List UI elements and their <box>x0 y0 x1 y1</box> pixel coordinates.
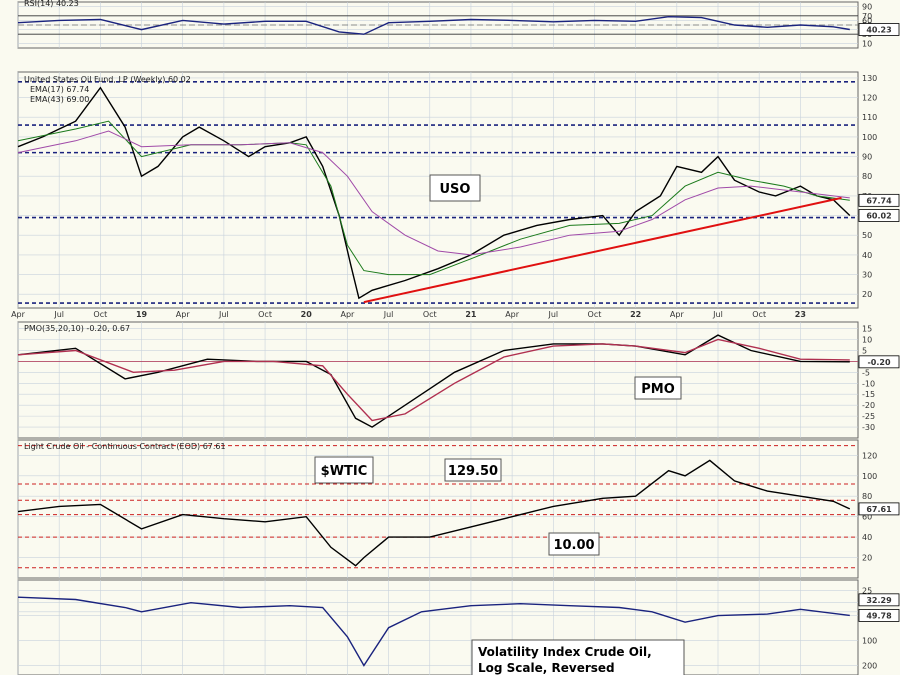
x-tick-label: Jul <box>383 310 394 319</box>
wtic-label: $WTIC <box>321 464 368 479</box>
y-tick-label: -25 <box>862 412 875 421</box>
ovx-label-line1: Volatility Index Crude Oil, <box>478 645 652 659</box>
y-tick-label: 80 <box>862 492 872 501</box>
ovx-label-box <box>471 639 685 675</box>
y-tick-label: 90 <box>862 153 872 162</box>
y-tick-label: 60 <box>862 513 872 522</box>
rsi-last-tag: 40.23 <box>866 25 891 34</box>
y-tick-label: -30 <box>862 423 875 432</box>
y-tick-label: 20 <box>862 554 872 563</box>
x-tick-label: Oct <box>752 310 766 319</box>
uso-label-box <box>429 174 481 202</box>
x-tick-label: Apr <box>176 310 191 319</box>
trendline <box>363 196 842 304</box>
y-tick-label: 40 <box>862 533 872 542</box>
uso-price-tag: 67.74 <box>866 196 892 205</box>
x-tick-label: Oct <box>258 310 272 319</box>
y-tick-label: 80 <box>862 172 872 181</box>
y-tick-label: 60 <box>862 16 872 25</box>
x-tick-label: Apr <box>505 310 520 319</box>
y-tick-label: 70 <box>862 12 872 21</box>
x-tick-label: 19 <box>136 310 148 319</box>
low-callout-box <box>548 532 600 556</box>
x-tick-label: Jul <box>712 310 723 319</box>
y-tick-label: 50 <box>862 231 872 240</box>
rsi-last-tag-box <box>858 23 900 36</box>
series-line--wtic <box>17 459 851 567</box>
wtic-last-tag: 67.61 <box>866 505 892 514</box>
y-tick-label: 30 <box>862 271 872 280</box>
pmo-label-box <box>634 376 682 400</box>
y-tick-label: 110 <box>862 113 877 122</box>
y-tick-label: 130 <box>862 74 877 83</box>
y-tick-label: -20 <box>862 401 875 410</box>
uso-price-tag-box <box>858 209 900 222</box>
y-tick-label: 40 <box>862 251 872 260</box>
panel-title: RSI(14) 40.23 <box>24 0 79 8</box>
y-tick-label: 25 <box>862 587 872 596</box>
low-callout: 10.00 <box>553 538 594 553</box>
y-tick-label: -5 <box>862 368 870 377</box>
panel-4-frame <box>17 579 859 675</box>
x-tick-label: 23 <box>795 310 806 319</box>
x-tick-label: Jul <box>53 310 64 319</box>
legend-entry: EMA(17) 67.74 <box>30 85 89 94</box>
y-tick-label: -10 <box>862 379 875 388</box>
ovx-price-tag: 49.78 <box>866 611 892 620</box>
panel-title: PMO(35,20,10) -0.20, 0.67 <box>24 324 130 333</box>
y-tick-label: 120 <box>862 94 877 103</box>
uso-price-tag: 60.02 <box>866 212 891 221</box>
ovx-label-line2: Log Scale, Reversed <box>478 661 615 675</box>
pmo-last-tag: -0.20 <box>867 358 890 367</box>
y-tick-label: -15 <box>862 390 875 399</box>
x-tick-label: Apr <box>11 310 26 319</box>
ovx-price-tag-box <box>858 609 900 622</box>
pmo-last-tag-box <box>858 355 900 369</box>
x-tick-label: Apr <box>340 310 355 319</box>
x-tick-label: 20 <box>301 310 313 319</box>
y-tick-label: 100 <box>862 637 877 646</box>
ovx-price-tag: 32.29 <box>866 596 892 605</box>
y-tick-label: 20 <box>862 290 872 299</box>
wtic-last-tag-box <box>858 502 900 516</box>
uso-price-tag-box <box>858 193 900 207</box>
series-line-pmo <box>17 334 850 428</box>
x-tick-label: Apr <box>670 310 685 319</box>
y-tick-label: 100 <box>862 472 877 481</box>
x-tick-label: Oct <box>93 310 107 319</box>
y-tick-label: 100 <box>862 133 877 142</box>
series-line-rsi-14- <box>17 15 850 35</box>
high-callout: 129.50 <box>448 464 498 479</box>
y-tick-label: 120 <box>862 451 877 460</box>
panel-title: Light Crude Oil - Continuous Contract (E… <box>24 442 226 451</box>
x-tick-label: Oct <box>588 310 602 319</box>
y-tick-label: 90 <box>862 3 872 12</box>
series-line-uso <box>17 86 851 300</box>
x-tick-label: 21 <box>465 310 477 319</box>
y-tick-label: 5 <box>862 346 867 355</box>
uso-label: USO <box>440 182 471 197</box>
ovx-price-tag-box <box>858 593 900 607</box>
panel-title: United States Oil Fund, LP (Weekly) 60.0… <box>24 75 191 84</box>
legend-entry: EMA(43) 69.00 <box>30 95 89 104</box>
x-tick-label: Jul <box>547 310 558 319</box>
y-tick-label: 10 <box>862 336 872 345</box>
series-line-ema-17- <box>17 120 850 276</box>
high-callout-box <box>444 458 502 482</box>
y-tick-label: 200 <box>862 662 877 671</box>
series-line-signal <box>17 338 850 422</box>
y-tick-label: 15 <box>862 325 872 334</box>
x-tick-label: 22 <box>630 310 641 319</box>
series-line-ema-43- <box>17 130 850 256</box>
y-tick-label: 10 <box>862 39 872 48</box>
pmo-label: PMO <box>641 382 675 397</box>
wtic-label-box <box>314 456 374 484</box>
x-tick-label: Oct <box>423 310 437 319</box>
series-line-ovx <box>17 596 850 667</box>
x-tick-label: Jul <box>218 310 229 319</box>
